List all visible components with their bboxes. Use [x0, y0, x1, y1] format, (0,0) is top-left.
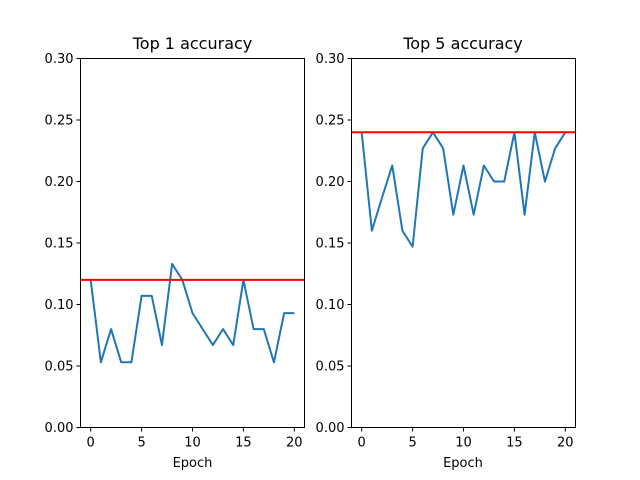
x-tick-label: 5	[137, 436, 145, 451]
y-tick-label: 0.00	[316, 421, 345, 436]
y-tick-label: 0.25	[45, 114, 74, 129]
top-5-accuracy-chart: Top 5 accuracy 0.000.050.100.150.200.250…	[316, 34, 576, 471]
plot-frame	[80, 58, 305, 428]
y-tick-label: 0.25	[316, 114, 345, 129]
y-tick-label: 0.05	[45, 360, 74, 375]
x-tick-label: 15	[506, 436, 523, 451]
x-tick-label: 20	[557, 436, 574, 451]
plot-frame	[351, 58, 576, 428]
tick-group: 0.00 0.05 0.10 0.15 0.20 0.25 0.30 0 5 10 15 20	[45, 52, 303, 451]
tick-group: 0.00 0.05 0.10 0.15 0.20 0.25 0.30 0 5 10 15 20	[316, 52, 574, 451]
y-tick-label: 0.05	[316, 360, 345, 375]
accuracy-series-line	[360, 131, 567, 248]
accuracy-series-line	[89, 262, 295, 364]
y-tick-label: 0.10	[316, 298, 345, 313]
x-tick-label: 10	[184, 436, 201, 451]
y-tick-label: 0.15	[316, 237, 345, 252]
mark-group	[351, 131, 576, 248]
y-tick-label: 0.30	[316, 52, 345, 67]
x-tick-label: 15	[235, 436, 252, 451]
x-tick-label: 5	[408, 436, 416, 451]
x-tick-label: 0	[358, 436, 366, 451]
chart-title: Top 1 accuracy	[132, 34, 253, 53]
x-axis-label: Epoch	[173, 456, 213, 471]
y-tick-label: 0.10	[45, 298, 74, 313]
x-axis-label: Epoch	[443, 456, 483, 471]
y-tick-label: 0.00	[45, 421, 74, 436]
chart-title: Top 5 accuracy	[402, 34, 523, 53]
y-tick-label: 0.20	[316, 175, 345, 190]
x-tick-label: 10	[455, 436, 472, 451]
y-tick-label: 0.30	[45, 52, 74, 67]
x-tick-label: 0	[87, 436, 95, 451]
y-tick-label: 0.20	[45, 175, 74, 190]
top-1-accuracy-chart: Top 1 accuracy 0.000.050.100.150.200.250…	[45, 34, 305, 471]
x-tick-label: 20	[286, 436, 303, 451]
mark-group	[80, 262, 305, 364]
y-tick-label: 0.15	[45, 237, 74, 252]
